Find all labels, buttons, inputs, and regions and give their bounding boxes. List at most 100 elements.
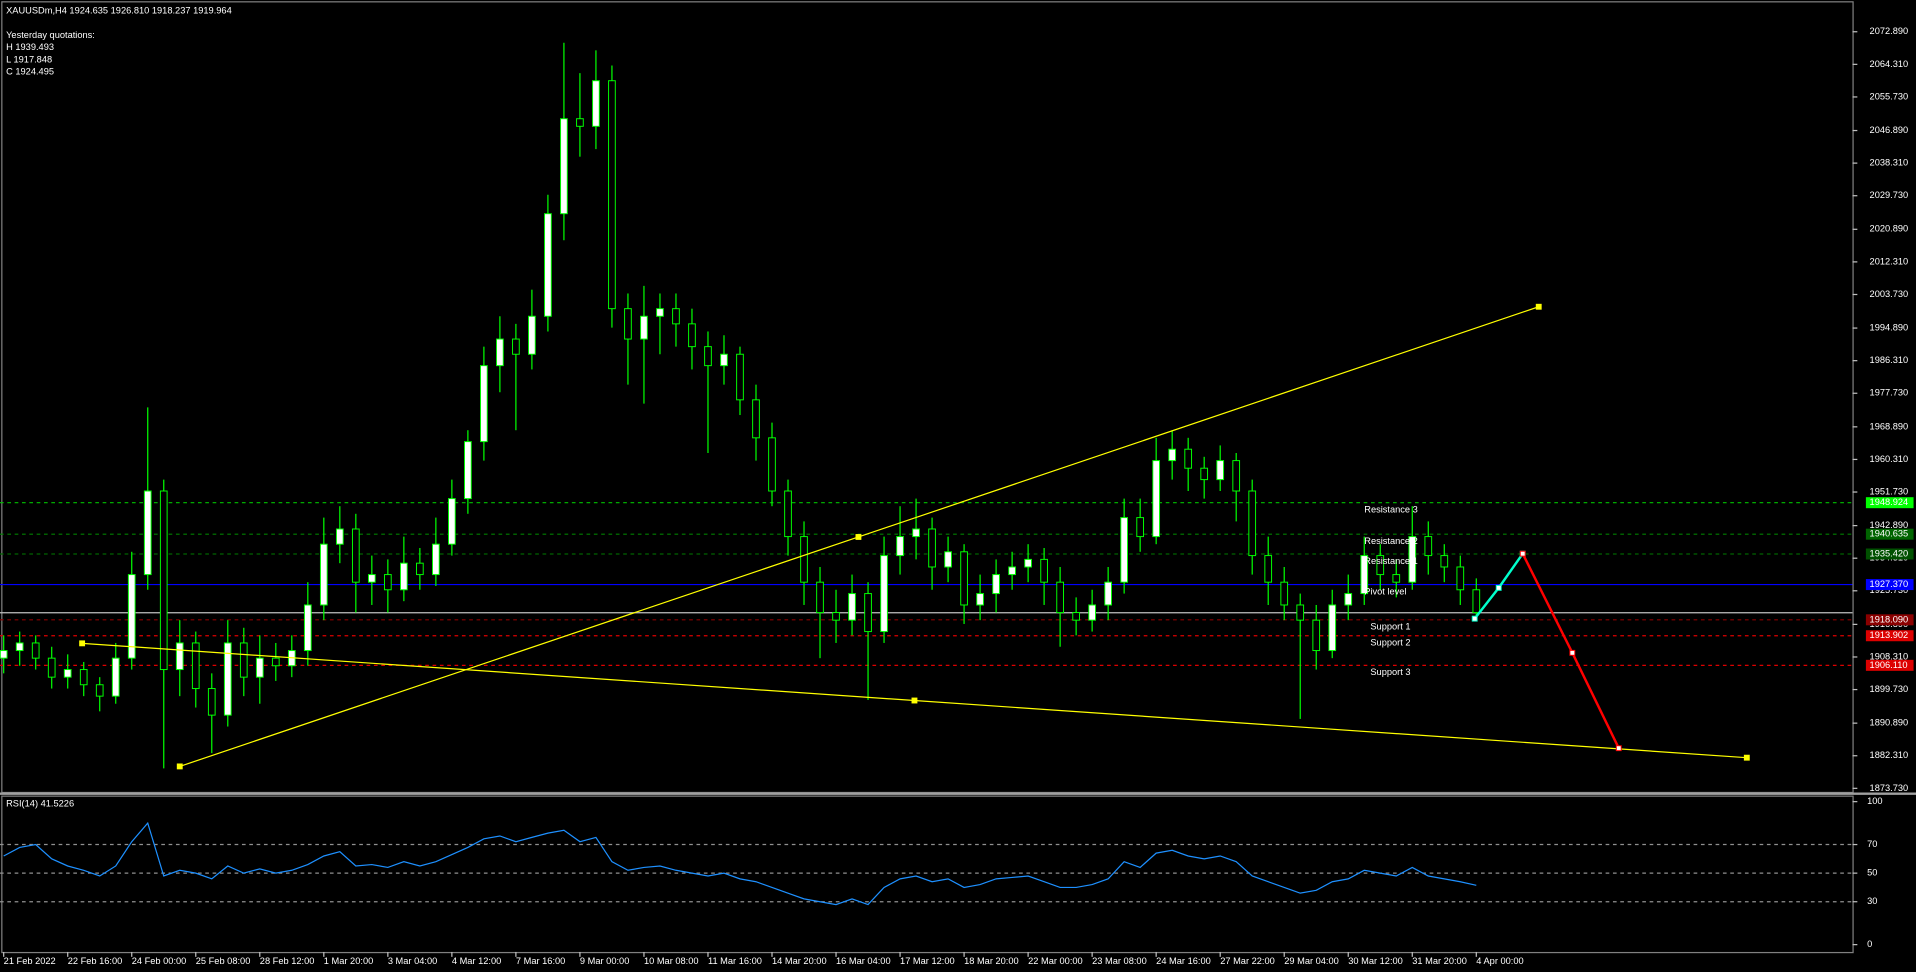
x-tick-label: 31 Mar 20:00 [1412,956,1467,966]
y-tick-label: 1899.730 [1870,684,1909,694]
x-tick-label: 10 Mar 08:00 [644,956,699,966]
info-line: Yesterday quotations: [6,30,95,40]
level-box-label: 1906.110 [1870,660,1908,670]
y-tick-label: 2020.890 [1870,224,1909,234]
candle-body [31,642,40,659]
candle-body [480,365,488,443]
candle-body [319,543,328,606]
y-tick-label: 2038.310 [1870,158,1909,168]
candle-body [1344,593,1353,606]
x-tick-label: 4 Apr 00:00 [1476,956,1523,966]
candle-body [512,338,520,355]
y-tick-label: 2012.310 [1870,256,1909,266]
trendline-point [1535,303,1542,310]
x-tick-label: 30 Mar 12:00 [1348,956,1403,966]
y-tick-label: 1908.310 [1870,651,1909,661]
candle-body [416,562,424,576]
candle-body [1008,566,1016,576]
candle-body [528,315,536,355]
info-line: H 1939.493 [6,42,54,52]
level-name: Support 1 [1370,622,1410,632]
candle-body [223,642,232,716]
candle-body [976,593,984,606]
y-tick-label: 1882.310 [1870,750,1909,760]
x-tick-label: 7 Mar 16:00 [516,956,565,966]
candle-body [1088,604,1096,621]
y-tick-label: 2029.730 [1870,190,1909,200]
level-name: Resistance 3 [1364,504,1418,514]
candle-body [143,490,152,576]
candle-body [544,213,552,317]
level-box-label: 1913.902 [1870,630,1909,640]
level-box [1865,630,1914,642]
forecast-arrow-point [1615,745,1622,752]
y-tick-label: 2064.310 [1870,59,1909,69]
candle-body [1168,448,1177,462]
x-tick-label: 24 Feb 00:00 [132,956,187,966]
candle-body [1376,555,1385,576]
forecast-arrow-point [1471,615,1478,622]
candle-body [111,657,120,697]
candle-body [255,657,264,678]
candle-body [576,118,584,127]
y-tick-label: 1968.890 [1870,421,1909,431]
candle-body [1472,589,1481,614]
candle-body [800,536,808,583]
forecast-arrow-point [1519,550,1526,557]
chart-title: XAUUSDm,H4 1924.635 1926.810 1918.237 19… [6,5,232,15]
candle-body [1312,619,1321,652]
x-tick-label: 27 Mar 22:00 [1220,956,1275,966]
info-line: C 1924.495 [6,67,54,77]
candle-body [383,574,392,591]
x-tick-label: 16 Mar 04:00 [836,956,891,966]
trendline-point [176,763,183,770]
y-tick-label: 2003.730 [1870,289,1909,299]
x-tick-label: 24 Mar 16:00 [1156,956,1211,966]
candle-body [704,346,712,367]
level-name: Pivot level [1364,586,1406,596]
x-tick-label: 11 Mar 16:00 [708,956,762,966]
x-tick-label: 22 Feb 16:00 [68,956,123,966]
candle-body [1248,490,1257,557]
forecast-arrow-point [1495,584,1502,591]
candle-body [1040,558,1048,583]
level-box [1865,614,1914,626]
candle-body [672,308,680,325]
candle-body [207,688,216,716]
candle-body [1120,517,1129,583]
candle-body [79,669,88,686]
candle-body [1232,460,1241,492]
candle-body [784,490,792,538]
x-tick-label: 3 Mar 04:00 [388,956,437,966]
candle-body [1280,581,1289,606]
x-tick-label: 23 Mar 08:00 [1092,956,1147,966]
y-tick-label: 1942.890 [1870,520,1909,530]
candle-body [992,574,1000,595]
plot-layer: 2072.890 2064.310 2055.730 2046.890 2038.310… [0,26,1914,966]
forecast-arrow-point [1569,649,1576,656]
candle-body [351,528,360,583]
rsi-line [3,821,1477,906]
rsi-tick-label: 0 [1867,939,1872,949]
candle-body [1440,555,1449,568]
level-name: Support 2 [1370,638,1410,648]
candle-body [367,574,376,583]
x-tick-label: 25 Feb 08:00 [196,956,251,966]
candle-body [624,308,632,340]
candle-body [399,562,408,591]
x-tick-label: 18 Mar 20:00 [964,956,1019,966]
candle-body [896,536,904,557]
candle-body [432,543,440,576]
y-tick-label: 1873.730 [1870,783,1909,793]
candle-body [1216,460,1225,481]
candle-body [880,555,888,633]
candle-body [752,399,760,439]
candle-body [159,490,168,671]
candle-body [944,551,952,568]
level-box-label: 1940.635 [1870,529,1909,539]
y-tick-label: 2055.730 [1870,91,1909,101]
candle-body [1408,536,1417,583]
candle-body [1136,517,1145,538]
candle-body [832,612,840,621]
candle-body [239,642,248,678]
